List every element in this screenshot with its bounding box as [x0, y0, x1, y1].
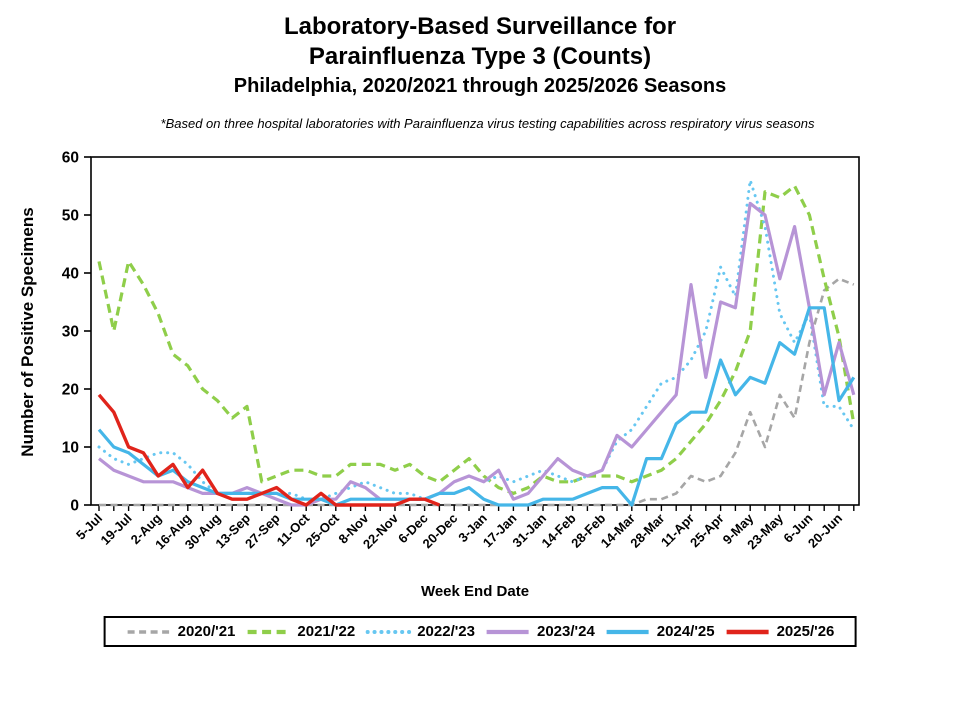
- svg-text:60: 60: [62, 150, 79, 167]
- legend-item-2025--26: 2025/'26: [725, 623, 835, 640]
- legend-label: 2021/'22: [297, 623, 356, 640]
- svg-text:20: 20: [62, 382, 79, 399]
- svg-text:10: 10: [62, 440, 79, 457]
- series-line-2021--22: [97, 184, 856, 495]
- svg-text:50: 50: [62, 208, 79, 225]
- chart-title-line3: Philadelphia, 2020/2021 through 2025/202…: [233, 75, 727, 98]
- legend-item-2021--22: 2021/'22: [245, 623, 355, 640]
- x-axis: 5-Jul19-Jul2-Aug16-Aug30-Aug13-Sep27-Sep…: [73, 505, 855, 552]
- chart-title: Laboratory-Based Surveillance for Parain…: [0, 12, 960, 100]
- x-tick-label: 25-Apr: [687, 511, 727, 551]
- legend-label: 2022/'23: [417, 623, 475, 640]
- legend-key-line: [487, 629, 529, 634]
- x-axis-title: Week End Date: [420, 583, 530, 600]
- legend-label: 2020/'21: [177, 623, 236, 640]
- legend-key-line: [726, 629, 769, 634]
- svg-text:30: 30: [62, 324, 79, 341]
- svg-text:0: 0: [70, 498, 79, 515]
- series-line-2024--25: [97, 306, 856, 507]
- legend-item-2024--25: 2024/'25: [605, 623, 715, 640]
- series-line-2025--26: [97, 393, 441, 507]
- plot-area: 0 10 20 30 40 50 60 5-Jul19-Jul2-Aug16-Aug30-Au…: [62, 150, 860, 552]
- chart-subtitle: *Based on three hospital laboratories wi…: [160, 116, 815, 131]
- series-line-2022--23: [97, 178, 856, 501]
- y-axis: 0 10 20 30 40 50 60: [62, 150, 91, 515]
- chart-title-line2: Parainfluenza Type 3 (Counts): [308, 43, 652, 71]
- plot-border: [90, 156, 860, 506]
- legend-item-2023--24: 2023/'24: [485, 623, 595, 640]
- legend-label: 2023/'24: [537, 623, 595, 640]
- x-tick-label: 25-Oct: [303, 510, 343, 550]
- legend-item-2022--23: 2022/'23: [365, 623, 475, 640]
- chart-title-line1: Laboratory-Based Surveillance for: [283, 13, 677, 40]
- legend-label: 2025/'26: [776, 623, 835, 640]
- x-tick-label: 19-Jul: [98, 511, 135, 548]
- legend: 2020/'21 2021/'22 2022/'23 2023/'24 2024/'25…: [103, 616, 857, 647]
- legend-key-line: [127, 629, 170, 634]
- legend-key-line: [606, 629, 649, 634]
- legend-item-2020--21: 2020/'21: [126, 623, 236, 640]
- svg-text:40: 40: [62, 266, 79, 283]
- legend-label: 2024/'25: [656, 623, 715, 640]
- x-tick-label: 20-Jun: [805, 510, 845, 550]
- series-line-2020--21: [99, 277, 855, 507]
- legend-key-line: [365, 629, 412, 634]
- legend-key-line: [247, 629, 290, 634]
